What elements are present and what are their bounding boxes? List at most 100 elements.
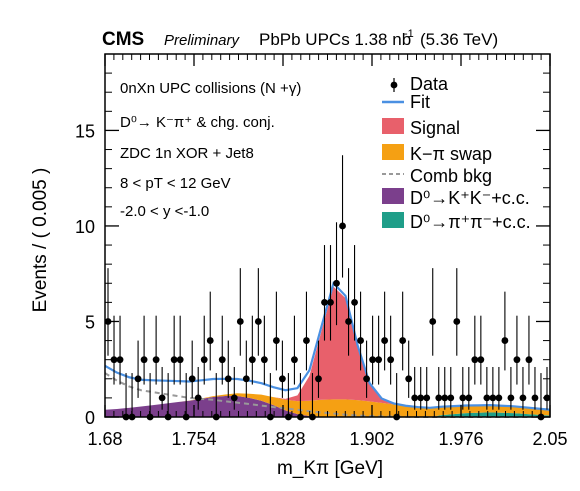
data-point <box>453 268 461 356</box>
data-point <box>200 315 208 385</box>
component-pipi <box>105 412 550 417</box>
y-tick-label: 10 <box>75 217 95 237</box>
data-point <box>519 366 527 410</box>
data-point <box>236 268 244 356</box>
data-point <box>260 315 268 385</box>
legend-item: D⁰→π⁺π⁻+c.c. <box>382 212 531 232</box>
data-point <box>465 366 473 410</box>
x-tick-label: 1.754 <box>171 429 216 449</box>
data-point <box>248 315 256 385</box>
data-point <box>351 245 358 341</box>
data-point <box>110 315 118 385</box>
component-signal <box>105 286 550 410</box>
legend-label: D⁰→π⁺π⁻+c.c. <box>410 212 531 232</box>
data-point <box>495 366 503 410</box>
x-tick-label: 2.05 <box>532 429 567 449</box>
data-point <box>429 268 437 356</box>
data-point <box>507 366 515 410</box>
data-point <box>218 315 226 385</box>
data-point <box>272 291 280 371</box>
x-tick-label: 1.828 <box>260 429 305 449</box>
data-point <box>278 340 286 398</box>
data-point <box>423 366 431 410</box>
data-point <box>435 366 443 410</box>
energy-label: (5.36 TeV) <box>420 30 498 49</box>
data-point <box>405 340 413 398</box>
data-point <box>381 291 389 371</box>
data-point <box>417 366 425 410</box>
legend-item: Data <box>390 74 449 94</box>
data-point <box>483 366 491 410</box>
data-point <box>321 245 328 341</box>
legend-label: Data <box>410 74 449 94</box>
data-point <box>447 366 455 410</box>
dataset-label: PbPb UPCs 1.38 nb <box>259 30 411 49</box>
data-point <box>242 340 250 398</box>
experiment-label: CMS <box>102 29 144 50</box>
status-label: Preliminary <box>164 32 241 49</box>
data-point <box>411 366 419 410</box>
x-tick-label: 1.976 <box>438 429 483 449</box>
data-point <box>459 366 467 410</box>
legend-label: Fit <box>410 92 430 112</box>
data-point <box>369 315 377 385</box>
data-point <box>525 315 533 385</box>
data-point <box>194 366 202 410</box>
data-point <box>333 222 340 326</box>
legend-item: D⁰→K⁺K⁻+c.c. <box>382 188 530 208</box>
legend-label: D⁰→K⁺K⁻+c.c. <box>410 188 530 208</box>
data-point <box>116 315 124 385</box>
data-point <box>339 155 346 278</box>
data-point <box>140 315 148 385</box>
legend-label: K−π swap <box>410 144 492 164</box>
y-tick-label: 15 <box>75 121 95 141</box>
legend-item: Fit <box>382 92 430 112</box>
data-point <box>188 340 196 398</box>
data-point <box>254 268 262 356</box>
data-point <box>477 315 485 385</box>
legend-item: K−π swap <box>382 144 492 164</box>
component-swap <box>105 393 550 417</box>
legend-label: Signal <box>410 118 460 138</box>
annotation-line-2: D⁰→ K⁻π⁺ & chg. conj. <box>120 114 275 131</box>
data-point <box>501 291 509 371</box>
y-tick-label: 5 <box>85 312 95 332</box>
data-point <box>224 340 232 398</box>
data-point <box>206 291 214 371</box>
data-point <box>399 291 407 371</box>
annotation-line-5: -2.0 < y <-1.0 <box>120 203 209 220</box>
data-point <box>152 315 160 385</box>
y-tick-label: 0 <box>85 408 95 428</box>
data-point <box>357 291 364 371</box>
data-point <box>387 315 395 385</box>
data-point <box>531 366 539 410</box>
data-point <box>345 268 352 356</box>
lumi-exponent: -1 <box>404 28 414 40</box>
data-point <box>291 315 298 385</box>
fit-curve <box>104 281 551 411</box>
data-point <box>230 366 238 410</box>
data-point <box>471 315 479 385</box>
legend-item: Signal <box>382 118 460 138</box>
x-tick-label: 1.902 <box>349 429 394 449</box>
data-point <box>170 315 178 385</box>
annotation-line-4: 8 < pT < 12 GeV <box>120 175 231 192</box>
annotation-line-1: 0nXn UPC collisions (N +γ) <box>120 80 301 97</box>
data-point <box>303 291 310 371</box>
data-point <box>158 366 166 410</box>
axis-ticks: 1.68 1.754 1.828 1.902 1.976 2.05 0 5 10 15 <box>75 54 568 449</box>
y-axis-title: Events / ( 0.005 ) <box>30 168 51 313</box>
data-point <box>327 245 334 341</box>
x-tick-label: 1.68 <box>87 429 122 449</box>
data-point <box>513 315 521 385</box>
legend-label: Comb bkg <box>410 166 492 186</box>
data-point <box>363 340 370 398</box>
data-point <box>489 366 497 410</box>
data-point <box>441 366 449 410</box>
data-point <box>176 315 184 385</box>
data-point <box>375 315 383 385</box>
legend-item: Comb bkg <box>382 166 492 186</box>
x-axis-title: m_Kπ [GeV] <box>277 458 383 479</box>
